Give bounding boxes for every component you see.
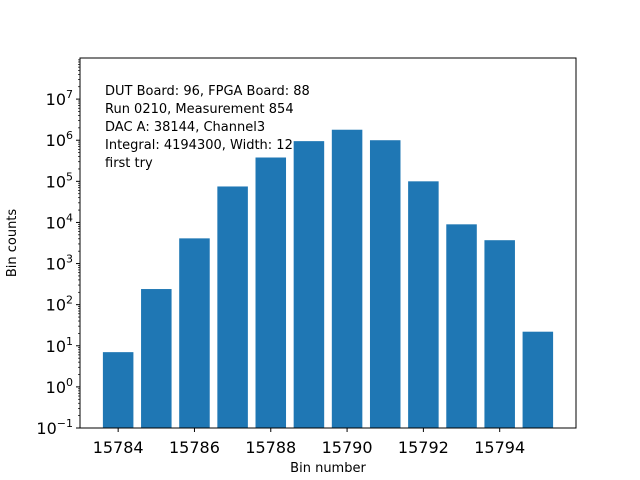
annotation-line: Run 0210, Measurement 854 (105, 102, 294, 117)
x-tick-label: 15786 (169, 438, 220, 457)
x-axis-label: Bin number (290, 461, 366, 476)
bar-15794 (484, 240, 515, 428)
annotation-block: DUT Board: 96, FPGA Board: 88 Run 0210, M… (105, 84, 310, 171)
y-tick-label: 104 (46, 211, 73, 232)
annotation-line: first try (105, 156, 153, 171)
x-tick-label: 15788 (245, 438, 296, 457)
ticks-group: 15784 15786 15788 15790 15792 15794 10−1 100 101… (36, 59, 525, 457)
y-tick-label: 107 (46, 88, 73, 109)
bar-15795 (522, 331, 554, 428)
bar-15793 (446, 224, 477, 428)
annotation-line: DUT Board: 96, FPGA Board: 88 (105, 84, 310, 99)
bar-15785 (141, 289, 172, 428)
x-tick-label: 15792 (398, 438, 449, 457)
y-tick-label: 101 (46, 335, 73, 356)
bar-15784 (102, 352, 134, 428)
y-tick-label: 105 (46, 170, 73, 191)
y-tick-label: 102 (46, 294, 73, 315)
y-tick-label: 103 (46, 253, 73, 274)
bar-15788 (255, 157, 287, 428)
bar-15789 (293, 141, 325, 428)
x-tick-label: 15790 (322, 438, 373, 457)
y-tick-label: 106 (46, 129, 73, 150)
bars-group (102, 129, 554, 429)
y-tick-label: 10−1 (36, 417, 73, 438)
annotation-line: Integral: 4194300, Width: 12 (105, 138, 293, 153)
y-tick-label: 100 (46, 376, 73, 397)
bar-15790 (331, 129, 363, 429)
bar-15786 (179, 238, 210, 428)
x-tick-label: 15794 (474, 438, 525, 457)
annotation-line: DAC A: 38144, Channel3 (105, 120, 265, 135)
plot-frame (79, 57, 577, 429)
bar-15791 (369, 140, 401, 428)
y-axis-label: Bin counts (5, 209, 20, 278)
bar-15792 (408, 181, 439, 428)
x-tick-label: 15784 (93, 438, 144, 457)
bar-15787 (217, 186, 248, 428)
